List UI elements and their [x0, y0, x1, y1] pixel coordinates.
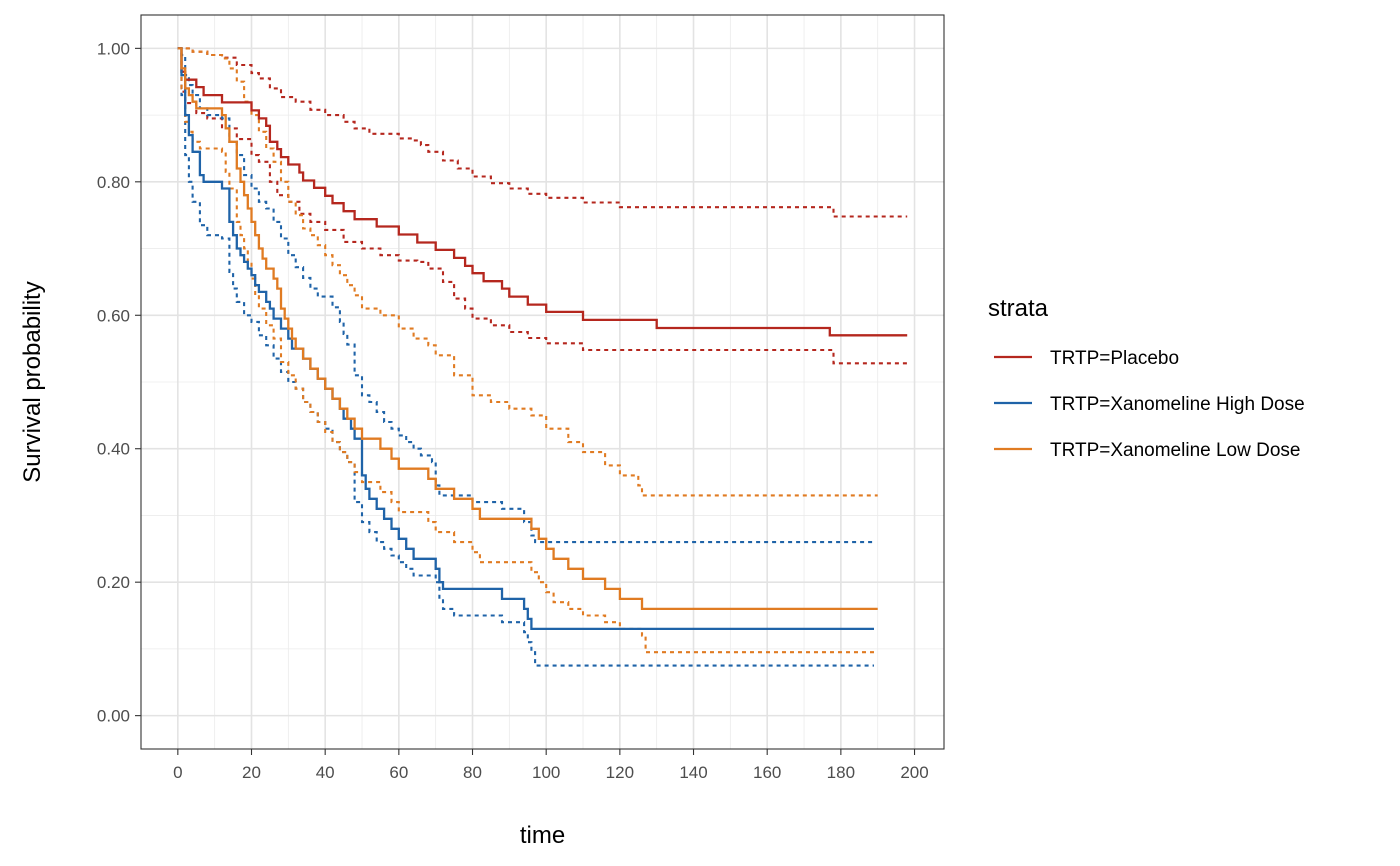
y-axis-title: Survival probability — [19, 281, 46, 482]
y-tick-label: 0.80 — [97, 173, 130, 192]
legend-label: TRTP=Xanomeline Low Dose — [1050, 440, 1300, 461]
y-tick-label: 0.60 — [97, 306, 130, 325]
x-tick-label: 80 — [463, 763, 482, 782]
x-tick-label: 200 — [900, 763, 928, 782]
ci-upper-line — [177, 47, 908, 218]
y-tick-label: 0.40 — [97, 440, 130, 459]
y-tick-label: 1.00 — [97, 39, 130, 58]
y-tick-label: 0.20 — [97, 573, 130, 592]
x-tick-label: 140 — [679, 763, 707, 782]
x-tick-label: 20 — [242, 763, 261, 782]
x-tick-label: 160 — [753, 763, 781, 782]
legend-label: TRTP=Xanomeline High Dose — [1050, 394, 1305, 415]
ci-lower-line — [177, 47, 874, 667]
axis-layer: 0 20 40 60 80 100 120 140 160 180 200 0.00 0.20 0.40 0… — [97, 39, 929, 782]
x-tick-label: 0 — [173, 763, 182, 782]
survival-curve — [177, 47, 908, 337]
x-axis-title: time — [520, 822, 565, 849]
y-tick-label: 0.00 — [97, 707, 130, 726]
panel-border — [140, 14, 945, 750]
ci-upper-line — [177, 47, 874, 544]
x-tick-label: 40 — [316, 763, 335, 782]
legend-label: TRTP=Placebo — [1050, 348, 1179, 369]
x-tick-label: 60 — [389, 763, 408, 782]
legend-title: strata — [988, 295, 1049, 322]
ci-lower-line — [177, 47, 908, 365]
survival-curve — [177, 47, 878, 611]
legend: strata TRTP=Placebo TRTP=Xanomeline High … — [988, 295, 1305, 461]
x-tick-label: 100 — [532, 763, 560, 782]
x-tick-label: 180 — [827, 763, 855, 782]
series-layer — [177, 47, 908, 667]
x-tick-label: 120 — [606, 763, 634, 782]
